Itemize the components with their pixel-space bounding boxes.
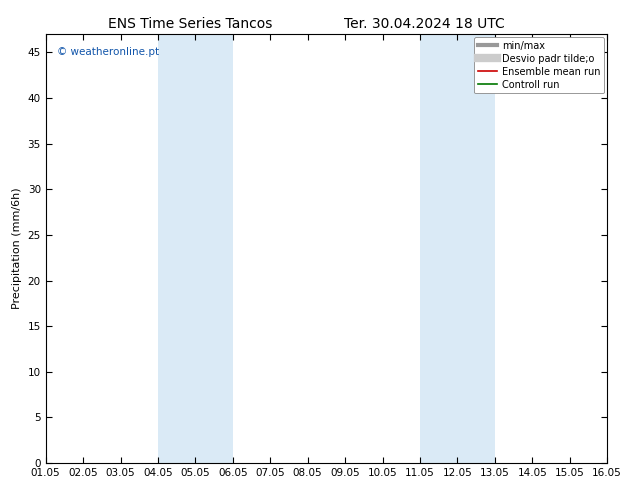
Legend: min/max, Desvio padr tilde;o, Ensemble mean run, Controll run: min/max, Desvio padr tilde;o, Ensemble m… [474, 37, 604, 94]
Bar [420, 34, 495, 463]
Text: Ter. 30.04.2024 18 UTC: Ter. 30.04.2024 18 UTC [344, 17, 505, 31]
Bar [158, 34, 233, 463]
Text: ENS Time Series Tancos: ENS Time Series Tancos [108, 17, 273, 31]
Text: © weatheronline.pt: © weatheronline.pt [57, 47, 159, 57]
Y-axis label: Precipitation (mm/6h): Precipitation (mm/6h) [12, 188, 22, 309]
